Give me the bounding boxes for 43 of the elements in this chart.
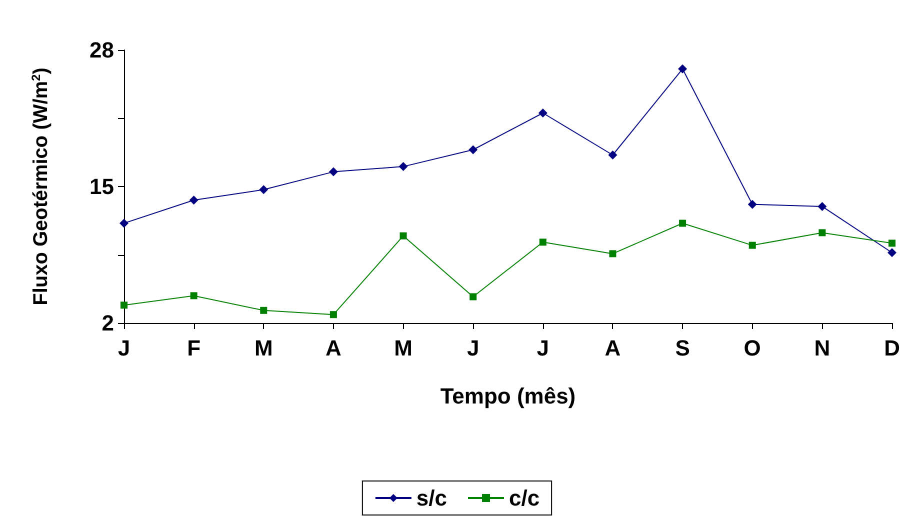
x-tick-label: O bbox=[744, 336, 761, 360]
point bbox=[818, 229, 826, 236]
point bbox=[120, 218, 128, 228]
point bbox=[748, 242, 756, 249]
point bbox=[888, 240, 896, 247]
point bbox=[190, 292, 198, 300]
x-tick-label: J bbox=[466, 336, 480, 360]
point bbox=[189, 196, 198, 205]
point bbox=[888, 248, 896, 258]
x-tick-label: M bbox=[394, 336, 412, 360]
x-tick-label: A bbox=[604, 336, 621, 360]
y-axis-title: Fluxo Geotérmico (W/m2) bbox=[29, 68, 52, 306]
x-tick-label: A bbox=[326, 336, 342, 360]
point bbox=[260, 306, 268, 314]
y-tick-label: 2 bbox=[102, 310, 114, 336]
point bbox=[120, 302, 128, 309]
point bbox=[679, 220, 686, 227]
point bbox=[818, 202, 827, 211]
point bbox=[328, 167, 338, 176]
x-tick-label: F bbox=[187, 336, 201, 360]
point bbox=[609, 250, 616, 258]
x-tick-label: D bbox=[884, 336, 900, 360]
x-tick-label: J bbox=[118, 336, 130, 360]
point bbox=[398, 162, 408, 172]
point bbox=[678, 64, 688, 74]
point bbox=[468, 145, 478, 154]
point bbox=[400, 232, 407, 240]
y-tick-label: 15 bbox=[90, 174, 114, 199]
x-tick-label: N bbox=[814, 336, 830, 360]
point bbox=[470, 293, 477, 300]
point bbox=[330, 311, 337, 318]
y-tick-label: 28 bbox=[90, 38, 114, 62]
point bbox=[538, 108, 548, 118]
x-tick-label: S bbox=[675, 336, 690, 360]
x-axis-title: Tempo (mês) bbox=[440, 384, 576, 408]
legend-label: c/c bbox=[509, 486, 540, 510]
point bbox=[748, 200, 757, 209]
point bbox=[259, 185, 268, 194]
x-tick-label: M bbox=[254, 336, 273, 360]
x-tick-label: J bbox=[536, 336, 550, 360]
legend-label: s/c bbox=[416, 486, 448, 510]
point bbox=[539, 238, 546, 246]
point bbox=[608, 150, 618, 160]
